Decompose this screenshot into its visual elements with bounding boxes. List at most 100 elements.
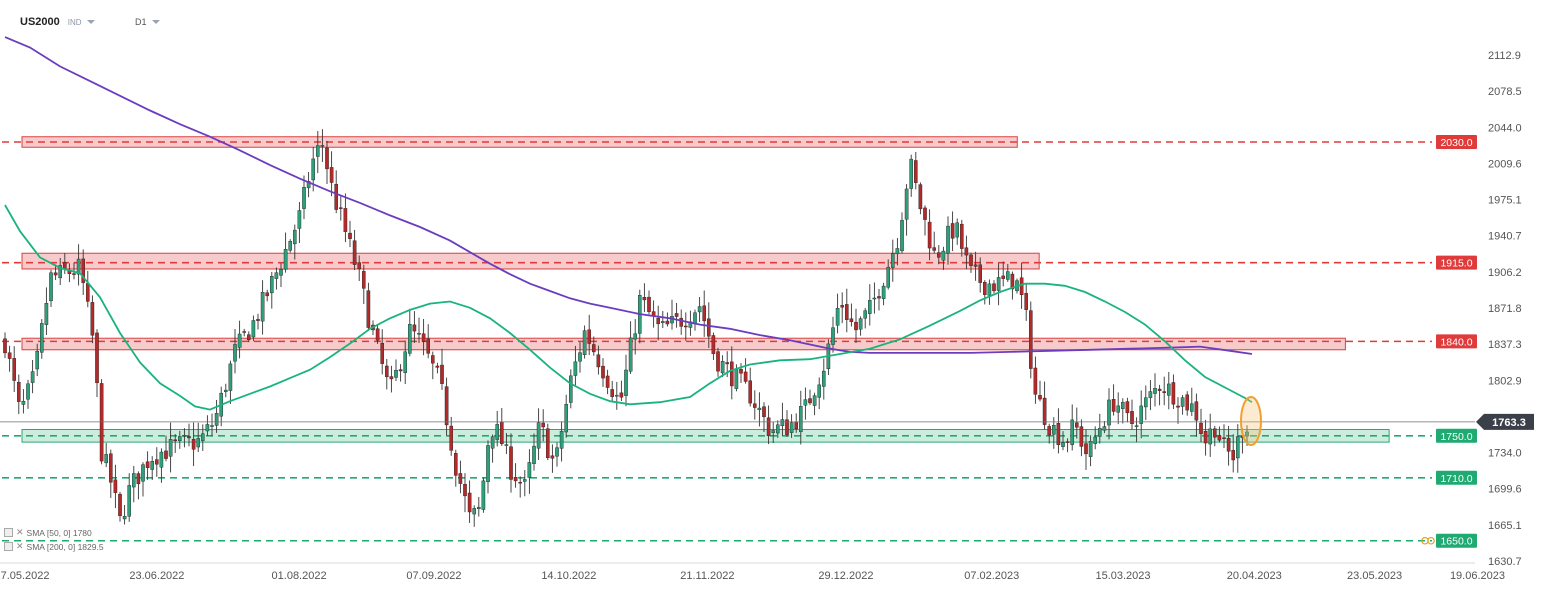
candle-body	[895, 248, 900, 255]
candle-body	[1120, 402, 1125, 409]
candle	[1088, 435, 1093, 467]
candle-body	[246, 334, 251, 341]
candle	[886, 259, 890, 290]
candle-body	[1079, 426, 1084, 447]
candle-body	[504, 444, 509, 446]
indicator-legend-sma200[interactable]: ✕ SMA [200, 0] 1829.5	[4, 541, 104, 552]
candle	[642, 283, 647, 313]
candle	[1189, 387, 1194, 416]
level-tag	[1436, 533, 1477, 548]
candle-body	[182, 435, 187, 437]
candle-body	[408, 324, 412, 354]
candle	[766, 405, 771, 445]
candle	[214, 399, 219, 433]
candle-body	[1111, 399, 1116, 412]
candle	[536, 408, 541, 460]
candle-body	[444, 386, 449, 426]
level-tag-label: 1840.0	[1440, 336, 1472, 348]
candle	[730, 346, 734, 400]
candle-body	[1097, 428, 1102, 437]
candle	[1047, 423, 1051, 444]
candle	[279, 263, 283, 287]
candle-body	[674, 313, 679, 317]
candle-body	[136, 473, 141, 485]
indicator-remove-icon[interactable]: ✕	[16, 527, 24, 537]
candle-body	[1033, 367, 1038, 395]
candle-body	[329, 167, 334, 183]
candle	[559, 421, 564, 462]
indicator-legend-sma50[interactable]: ✕ SMA [50, 0] 1780	[4, 527, 92, 538]
candle-body	[343, 208, 348, 232]
x-tick-label: 07.09.2022	[406, 570, 461, 582]
candle-body	[610, 389, 614, 397]
candle	[325, 140, 329, 184]
candle-body	[348, 232, 352, 239]
candle	[58, 257, 62, 286]
candle-body	[173, 439, 178, 442]
candle	[210, 413, 214, 437]
y-tick-label: 2044.0	[1488, 122, 1522, 134]
candle-body	[325, 147, 329, 170]
candle	[1065, 438, 1070, 453]
timeframe-selector[interactable]: D1	[135, 14, 160, 30]
candle	[564, 394, 568, 438]
x-tick-label: 07.02.2023	[964, 570, 1019, 582]
candle-body	[578, 352, 582, 362]
candle-body	[1010, 273, 1015, 290]
indicator-remove-icon[interactable]: ✕	[16, 541, 24, 551]
candle-body	[426, 338, 431, 354]
candle-body	[320, 145, 325, 147]
indicator-settings-icon[interactable]	[4, 542, 13, 551]
candle	[90, 295, 95, 344]
candle	[200, 424, 205, 451]
candle-body	[891, 253, 895, 268]
candle-body	[665, 320, 670, 325]
candle	[1093, 426, 1097, 450]
candle	[789, 414, 794, 438]
candle-body	[95, 332, 99, 384]
level-tag	[1436, 255, 1477, 270]
instrument-dropdown-icon[interactable]	[86, 20, 95, 24]
candle-body	[242, 331, 247, 333]
candle	[463, 473, 467, 513]
candle	[329, 151, 334, 197]
candle-body	[1208, 428, 1212, 445]
candle-body	[1102, 426, 1107, 431]
candle-body	[716, 351, 720, 372]
candle-body	[1028, 310, 1033, 369]
indicator-settings-icon[interactable]	[4, 528, 13, 537]
candle-body	[187, 436, 191, 439]
candle	[513, 463, 518, 488]
candle	[131, 465, 136, 503]
timeframe-dropdown-icon[interactable]	[151, 20, 160, 24]
candle	[702, 290, 706, 337]
candle	[877, 288, 881, 311]
candle-body	[872, 297, 877, 300]
candle-body	[458, 473, 463, 484]
candle	[914, 151, 918, 190]
x-tick-label: 23.06.2022	[129, 570, 184, 582]
candle	[541, 409, 545, 442]
candle	[1033, 356, 1038, 404]
symbol-label: US2000	[20, 16, 60, 28]
candle	[587, 314, 591, 356]
candle-body	[964, 247, 969, 256]
candle-body	[380, 342, 385, 364]
candle	[923, 205, 927, 236]
candle-body	[375, 328, 380, 341]
candle-body	[440, 364, 444, 384]
candle	[495, 410, 500, 447]
candle-body	[835, 308, 840, 326]
candle-body	[656, 318, 660, 325]
candle-body	[1134, 425, 1139, 427]
candle-body	[854, 321, 858, 331]
candle	[357, 255, 362, 282]
candle	[932, 231, 936, 254]
candle-body	[1226, 437, 1231, 452]
candle	[481, 477, 486, 513]
candle-body	[12, 358, 17, 381]
y-tick-label: 1665.1	[1488, 520, 1522, 532]
candle	[104, 442, 108, 468]
level-tag	[1436, 470, 1477, 485]
